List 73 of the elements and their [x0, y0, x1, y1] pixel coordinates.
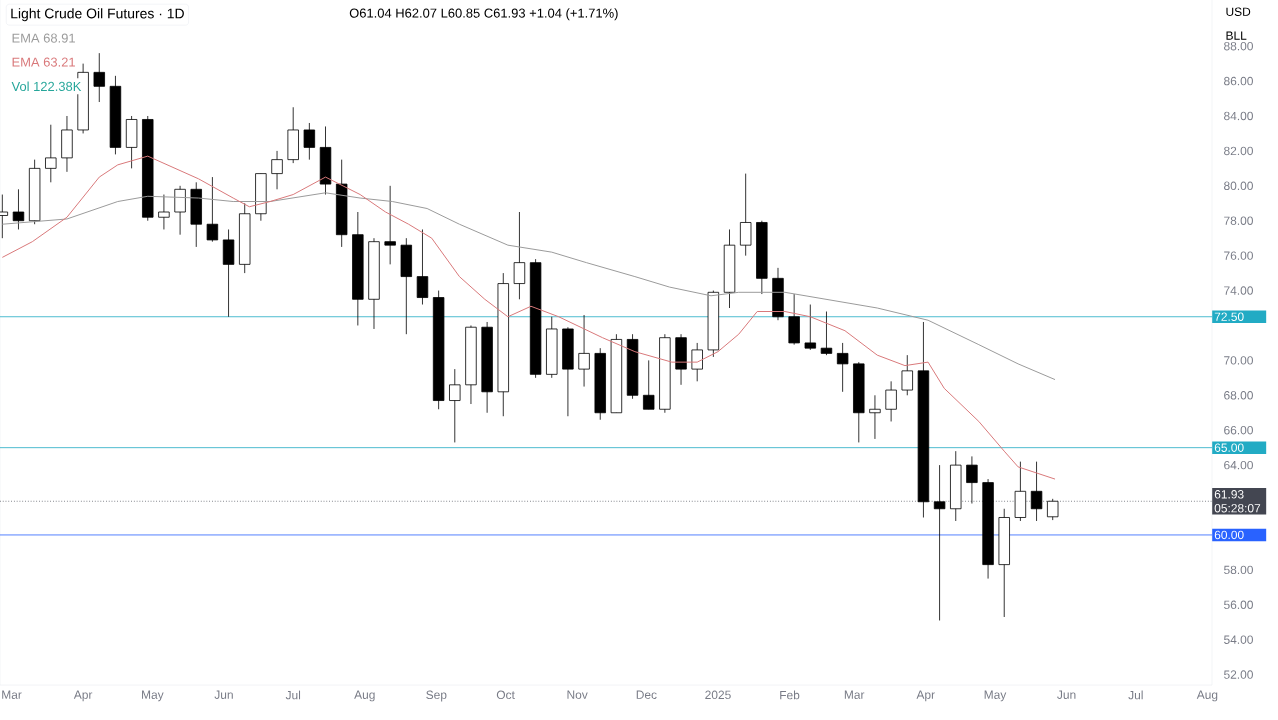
x-tick-label: May: [984, 690, 1007, 702]
y-tick-label: 80.00: [1224, 181, 1253, 191]
y-tick-label: 70.00: [1224, 356, 1253, 365]
text: USD: [1226, 7, 1251, 16]
x-tick-label: Oct: [496, 690, 515, 700]
candlestick: [933, 464, 946, 621]
candlestick: [416, 229, 429, 305]
y-tick-label: 54.00: [1224, 635, 1253, 644]
candlestick: [966, 455, 978, 504]
ref-line-label: 72.50: [1214, 312, 1244, 321]
y-tick-label: 68.00: [1224, 391, 1253, 400]
y-tick-label: 52.00: [1224, 670, 1253, 679]
y-tick-label: 84.00: [1224, 111, 1253, 121]
candlestick: [93, 52, 105, 103]
x-tick-label: Jul: [285, 690, 301, 700]
candlestick: [820, 311, 833, 356]
text: BLL: [1226, 31, 1247, 40]
text: Light Crude Oil Futures · 1D: [11, 8, 184, 22]
candlestick: [513, 211, 526, 300]
candlestick: [643, 359, 655, 410]
x-tick-label: Jun: [214, 690, 233, 699]
x-tick-label: Aug: [354, 690, 375, 702]
candlestick: [885, 380, 897, 422]
text: O61.04 H62.07 L60.85 C61.93 +1.04 (+1.71%): [349, 8, 618, 21]
candlestick: [804, 304, 817, 351]
candlestick: [158, 194, 170, 230]
y-tick-label: 66.00: [1224, 425, 1253, 435]
candlestick: [691, 342, 703, 382]
x-tick-label: Apr: [73, 690, 93, 702]
y-tick-label: 74.00: [1224, 286, 1253, 295]
x-tick-label: Nov: [567, 690, 588, 699]
x-tick-label: Feb: [780, 690, 800, 700]
x-tick-label: Sep: [426, 690, 447, 702]
candlestick: [901, 354, 913, 396]
candlestick: [271, 150, 283, 190]
candlestick: [578, 314, 590, 387]
candlestick: [836, 342, 849, 393]
y-tick-label: 82.00: [1224, 146, 1253, 156]
x-tick-label: 2025: [705, 690, 731, 700]
ref-line-label: 65.00: [1214, 443, 1244, 452]
annotation: Vol 122.38K: [11, 81, 82, 92]
x-tick-label: Dec: [636, 690, 657, 699]
x-tick-label: Apr: [916, 690, 935, 702]
ref-line-label: 60.00: [1214, 530, 1244, 540]
x-tick-label: Mar: [844, 690, 865, 699]
x-tick-label: May: [142, 690, 164, 702]
candlestick: [449, 368, 461, 443]
x-tick-label: Aug: [1196, 690, 1218, 702]
line-series: [1, 192, 1056, 381]
candlestick: [384, 185, 396, 265]
candlestick: [174, 185, 186, 236]
x-tick-label: Jul: [1128, 690, 1143, 700]
ref-line-label: 61.93 05:28:07: [1214, 490, 1261, 513]
y-tick-label: 88.00: [1224, 41, 1253, 51]
text: EMA 68.91: [12, 33, 75, 43]
y-tick-label: 86.00: [1224, 76, 1253, 86]
candlestick: [1047, 498, 1059, 521]
y-tick-label: 56.00: [1224, 600, 1253, 609]
x-tick-label: Jun: [1057, 690, 1076, 699]
line-series: [1, 155, 1056, 480]
candlestick: [206, 176, 219, 243]
candlestick: [869, 394, 881, 440]
y-tick-label: 58.00: [1224, 565, 1253, 575]
y-tick-label: 64.00: [1224, 460, 1253, 470]
y-tick-label: 78.00: [1224, 216, 1253, 225]
candlestick: [303, 122, 316, 161]
candlestick: [45, 124, 57, 183]
x-tick-label: Mar: [2, 690, 22, 699]
candlestick: [739, 173, 752, 257]
y-tick-label: 76.00: [1224, 251, 1253, 260]
candlestick: [1030, 461, 1043, 522]
text: EMA 63.21: [12, 57, 75, 67]
candlestick: [12, 188, 25, 230]
